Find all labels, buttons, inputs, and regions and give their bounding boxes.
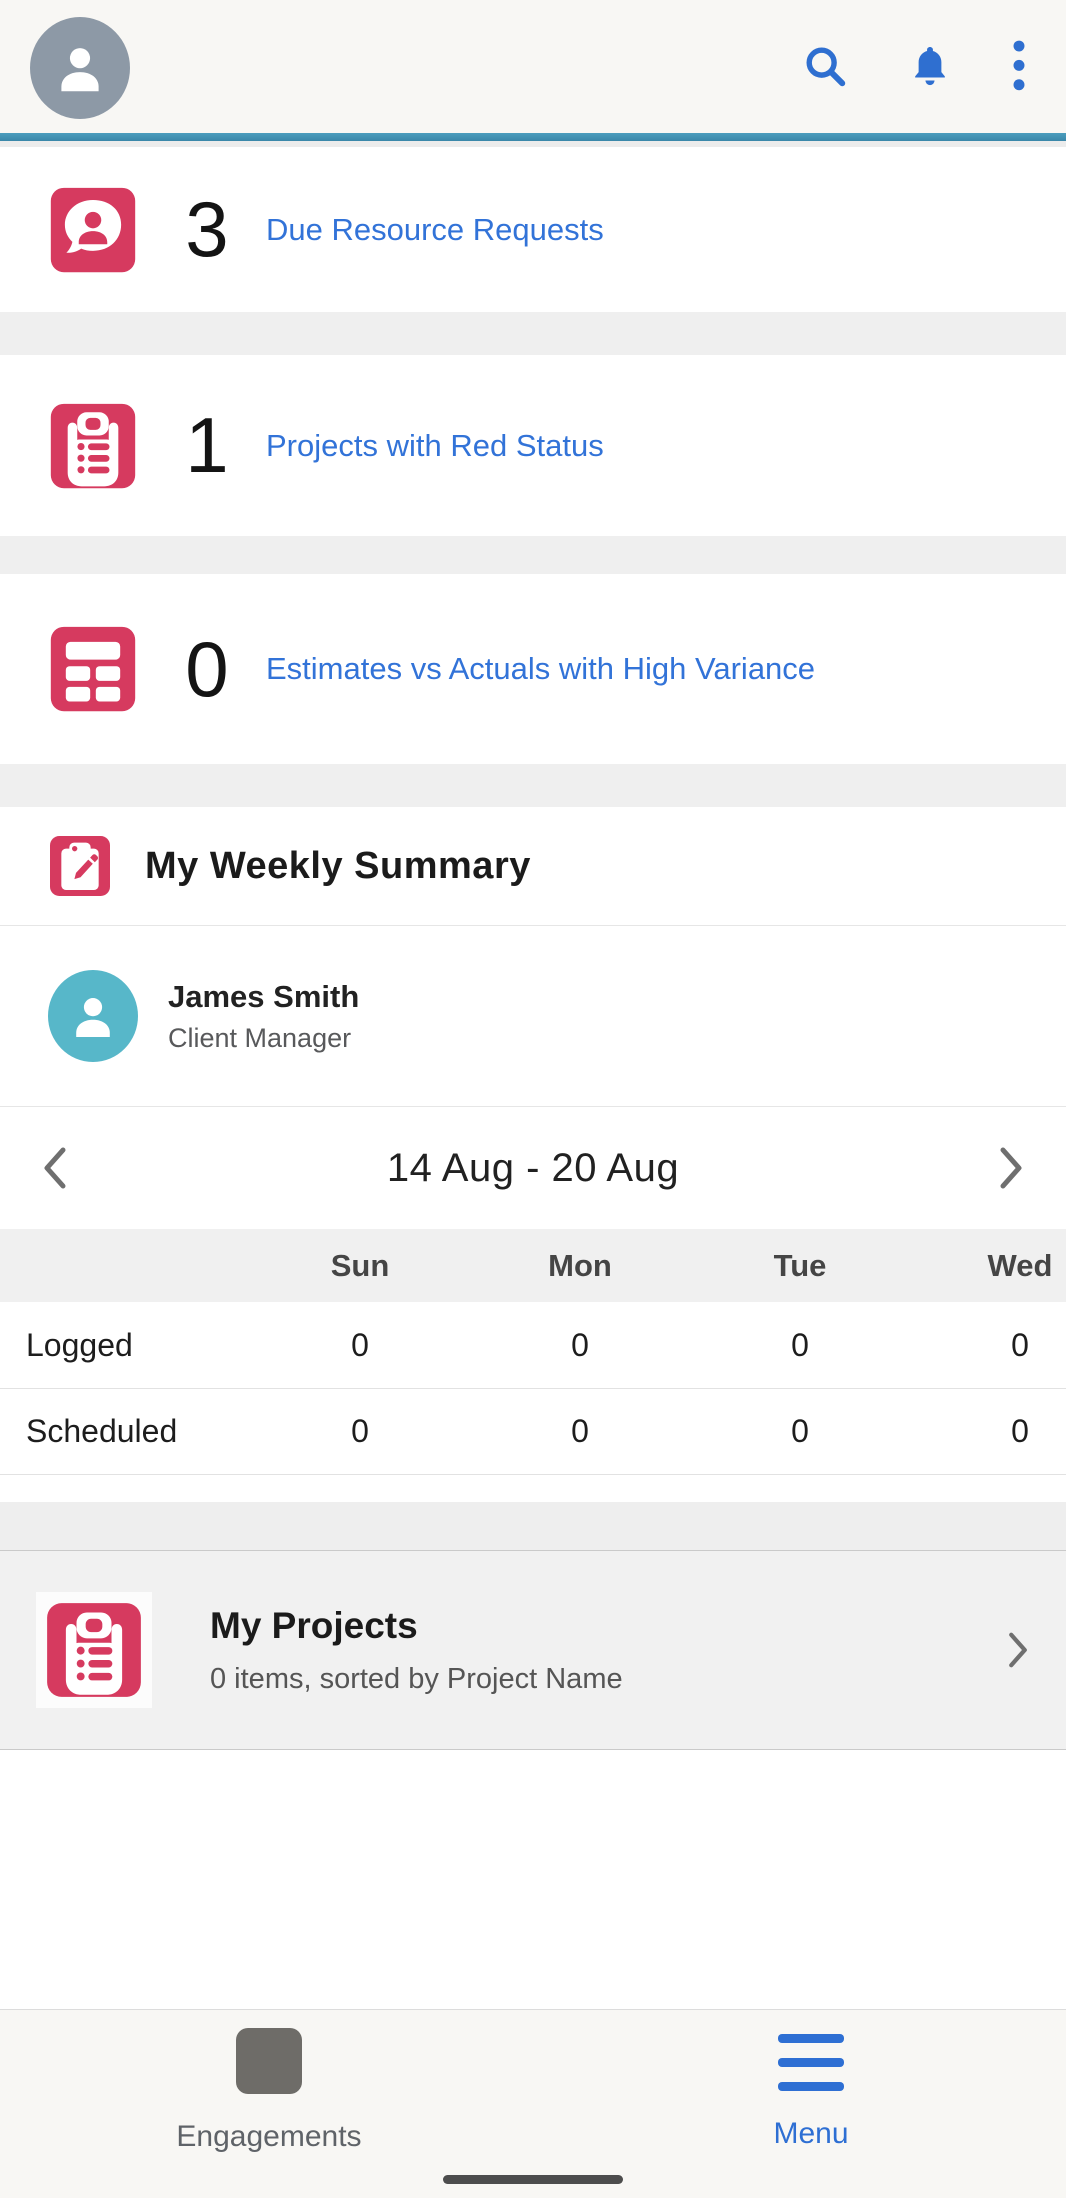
profile-avatar[interactable] — [30, 16, 130, 119]
nav-item-engagements[interactable]: Engagements — [119, 2028, 419, 2154]
previous-week-button[interactable] — [0, 1146, 110, 1190]
person-icon — [61, 47, 99, 91]
chevron-right-icon — [1000, 1147, 1022, 1189]
kpi-card-projects-red-status[interactable]: 1 Projects with Red Status — [0, 355, 1066, 536]
table-cell: 0 — [1011, 1413, 1029, 1449]
person-icon — [76, 998, 110, 1037]
table-row-scheduled: Scheduled 0 0 0 0 — [0, 1389, 1066, 1475]
overflow-menu-icon[interactable] — [1008, 38, 1030, 96]
week-range-label: 14 Aug - 20 Aug — [386, 1145, 680, 1190]
row-label: Scheduled — [26, 1413, 178, 1449]
menu-hamburger-icon — [778, 2028, 844, 2091]
table-header-row: Sun Mon Tue Wed — [0, 1229, 1066, 1302]
day-header: Mon — [548, 1247, 612, 1283]
nav-label-menu: Menu — [773, 2117, 849, 2150]
weekly-summary-section: My Weekly Summary James Smith Client Man… — [0, 807, 1066, 1502]
nav-label-engagements: Engagements — [176, 2120, 362, 2153]
kpi-link-estimates-variance[interactable]: Estimates vs Actuals with High Variance — [266, 651, 816, 686]
kpi-card-due-resource-requests[interactable]: 3 Due Resource Requests — [0, 147, 1066, 312]
user-avatar — [48, 970, 138, 1062]
day-header: Sun — [330, 1247, 390, 1283]
table-cell: 0 — [571, 1413, 589, 1449]
search-icon[interactable] — [800, 41, 852, 93]
weekly-summary-title: My Weekly Summary — [145, 844, 531, 887]
chevron-right-icon — [1009, 1632, 1027, 1668]
table-row-logged: Logged 0 0 0 0 — [0, 1302, 1066, 1389]
divider — [0, 1475, 1066, 1502]
estimates-grid-icon — [50, 626, 136, 712]
home-indicator[interactable] — [443, 2175, 623, 2184]
notifications-bell-icon[interactable] — [904, 41, 956, 93]
divider — [0, 1502, 1066, 1550]
kpi-card-estimates-variance[interactable]: 0 Estimates vs Actuals with High Varianc… — [0, 574, 1066, 764]
chevron-left-icon — [44, 1147, 66, 1189]
divider — [0, 312, 1066, 355]
next-week-button[interactable] — [956, 1146, 1066, 1190]
kpi-count: 3 — [185, 185, 228, 273]
divider — [0, 141, 1066, 147]
resource-request-chat-icon — [50, 187, 136, 272]
divider — [0, 764, 1066, 807]
engagements-icon — [236, 2028, 302, 2094]
empty-content-area — [0, 1750, 1066, 2009]
my-projects-card[interactable]: My Projects 0 items, sorted by Project N… — [0, 1550, 1066, 1750]
my-projects-subtitle: 0 items, sorted by Project Name — [210, 1662, 623, 1695]
my-projects-title: My Projects — [210, 1604, 418, 1646]
weekly-summary-header: My Weekly Summary — [0, 807, 1066, 926]
table-cell: 0 — [351, 1326, 369, 1363]
divider — [0, 536, 1066, 574]
my-projects-icon-tile — [36, 1592, 152, 1708]
user-name: James Smith — [168, 978, 360, 1014]
table-cell: 0 — [791, 1326, 809, 1363]
user-row: James Smith Client Manager — [0, 926, 1066, 1107]
nav-item-menu[interactable]: Menu — [661, 2028, 961, 2151]
user-role: Client Manager — [168, 1022, 352, 1053]
day-header: Wed — [987, 1247, 1053, 1283]
kpi-link-projects-red-status[interactable]: Projects with Red Status — [266, 427, 604, 463]
table-cell: 0 — [791, 1413, 809, 1449]
header-accent-bar — [0, 133, 1066, 141]
table-cell: 0 — [571, 1326, 589, 1363]
bottom-navigation-bar: Engagements Menu — [0, 2009, 1066, 2198]
kpi-count: 0 — [185, 624, 228, 713]
weekly-summary-table[interactable]: Sun Mon Tue Wed Logged 0 0 0 0 Scheduled… — [0, 1229, 1066, 1475]
row-label: Logged — [26, 1326, 133, 1363]
table-cell: 0 — [351, 1413, 369, 1449]
week-navigator: 14 Aug - 20 Aug — [0, 1107, 1066, 1229]
day-header: Tue — [773, 1247, 827, 1283]
projects-clipboard-icon — [47, 1603, 141, 1697]
weekly-summary-clipboard-icon — [50, 836, 110, 896]
table-cell: 0 — [1011, 1326, 1029, 1363]
project-clipboard-icon — [50, 403, 136, 488]
kpi-link-due-resource-requests[interactable]: Due Resource Requests — [266, 211, 604, 247]
top-app-bar — [0, 0, 1066, 133]
kpi-count: 1 — [185, 401, 228, 489]
